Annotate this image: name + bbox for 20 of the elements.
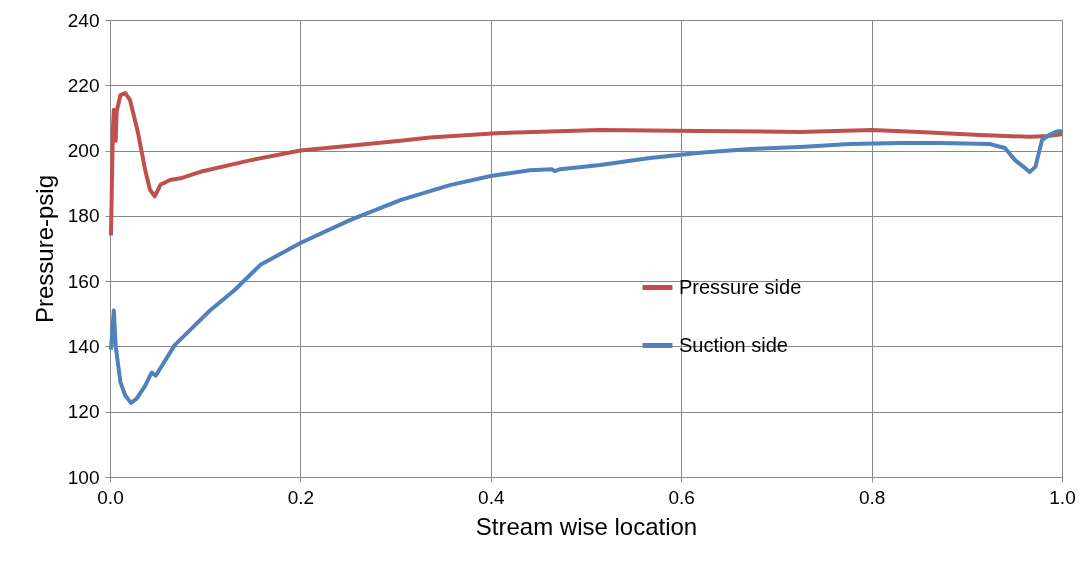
y-axis-title: Pressure-psig xyxy=(30,174,58,324)
y-tick-label: 180 xyxy=(67,205,100,227)
y-tick-label: 220 xyxy=(67,74,100,96)
y-tick-label: 240 xyxy=(67,9,100,31)
y-tick-label: 140 xyxy=(67,335,100,357)
x-tick-label: 0.4 xyxy=(478,486,505,508)
legend-label: Pressure side xyxy=(679,275,802,298)
y-tick-label: 160 xyxy=(67,270,100,292)
x-tick-label: 0.6 xyxy=(668,486,695,508)
legend-label: Suction side xyxy=(679,333,788,356)
y-tick-label: 200 xyxy=(67,140,100,162)
x-tick-label: 0.8 xyxy=(858,486,886,508)
x-tick-label: 0.2 xyxy=(287,486,315,508)
x-tick-label: 1.0 xyxy=(1049,486,1076,508)
y-tick-label: 100 xyxy=(67,466,100,488)
x-tick-label: 0.0 xyxy=(97,486,124,508)
line-series xyxy=(108,91,1064,238)
y-tick-label: 120 xyxy=(67,401,100,423)
x-axis-title: Stream wise location xyxy=(475,512,698,540)
line-series xyxy=(108,128,1064,405)
